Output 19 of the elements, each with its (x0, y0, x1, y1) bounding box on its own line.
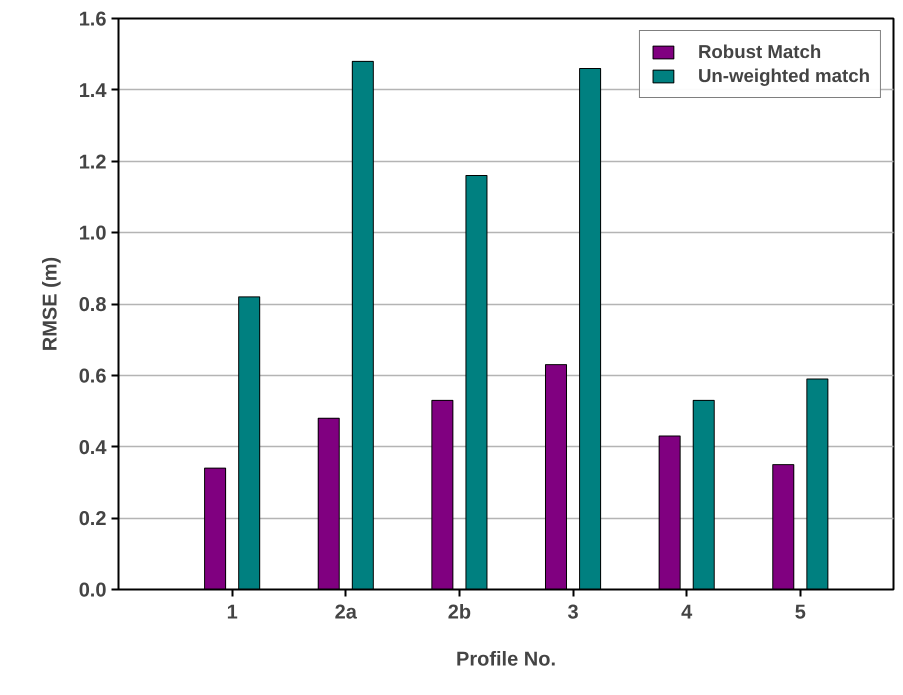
y-tick-label: 0.4 (78, 436, 108, 459)
x-tick-label: 4 (681, 602, 694, 624)
x-tick-label: 2b (448, 602, 472, 624)
x-tick-label: 5 (794, 602, 806, 624)
y-tick-label: 0.6 (78, 365, 107, 388)
y-tick-label: 0.0 (78, 580, 107, 602)
legend-label: Robust Match (698, 41, 822, 63)
y-tick-label: 1.0 (78, 222, 107, 245)
x-tick-label: 1 (226, 602, 238, 624)
x-tick-label: 3 (567, 602, 579, 624)
y-tick-label: 0.8 (78, 294, 107, 316)
y-tick-label: 1.2 (78, 151, 107, 174)
legend-label: Un-weighted match (698, 65, 870, 87)
y-tick-label: 1.4 (78, 80, 108, 102)
y-axis-title: RMSE (m) (40, 256, 62, 352)
x-axis-title: Profile No. (456, 648, 556, 670)
y-tick-label: 1.6 (78, 8, 107, 30)
x-tick-label: 2a (334, 602, 358, 624)
y-tick-label: 0.2 (78, 508, 107, 530)
